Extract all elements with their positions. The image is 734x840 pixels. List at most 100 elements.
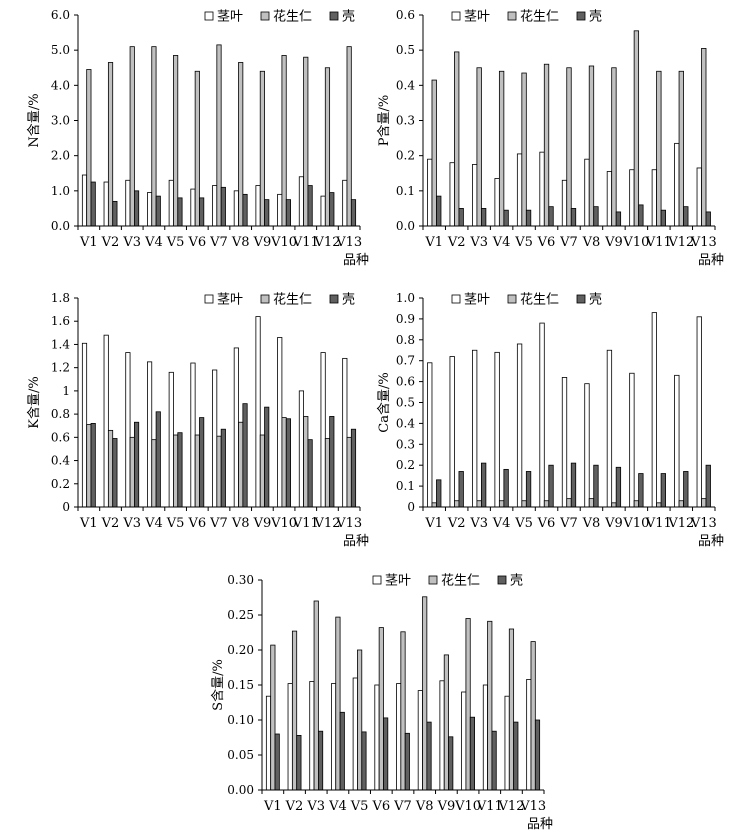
bar-ca-v5-s2 [521, 500, 527, 508]
bar-n-v5-s3 [177, 197, 183, 227]
x-tick-label-ca: V11 [645, 516, 672, 531]
bar-k-v11-s3 [307, 439, 313, 508]
y-axis-title-p: P含量/% [376, 95, 392, 146]
bar-n-v11-s3 [307, 185, 313, 227]
bar-k-v1-s3 [90, 422, 96, 508]
bar-p-v11-s2 [656, 70, 662, 227]
x-tick-label-p: V9 [604, 235, 623, 250]
x-tick-label-n: V11 [292, 235, 319, 250]
bar-k-v3-s2 [129, 436, 135, 508]
bar-ca-v7-s1 [561, 377, 568, 508]
bar-k-v4-s3 [155, 411, 161, 508]
bar-n-v5-s1 [168, 179, 174, 227]
x-tick-label-n: V3 [122, 235, 141, 250]
bar-n-v13-s2 [346, 46, 352, 227]
bar-ca-v1-s1 [427, 362, 433, 508]
bar-k-v10-s2 [281, 417, 287, 508]
bar-n-v9-s3 [264, 199, 270, 227]
bar-k-v13-s3 [350, 428, 357, 508]
bar-n-v8-s1 [233, 190, 239, 227]
y-tick-label-ca: 0.4 [396, 416, 415, 430]
legend-label-n-s1: 茎叶 [217, 10, 243, 25]
bar-n-v9-s2 [259, 70, 265, 227]
bar-n-v3-s3 [133, 190, 140, 227]
bar-p-v13-s2 [701, 48, 707, 227]
bar-k-v3-s1 [125, 352, 131, 508]
legend-label-n-s2: 花生仁 [273, 9, 312, 25]
chart-ca: 00.10.20.30.40.50.60.70.80.91.0V1 V2 V3 V4 V… [376, 291, 724, 549]
bar-k-v5-s3 [177, 432, 183, 508]
bar-ca-v1-s3 [436, 479, 442, 508]
x-tick-label-k: V7 [209, 516, 228, 531]
bar-p-v2-s2 [454, 51, 460, 227]
x-tick-label-n: V10 [270, 235, 297, 250]
x-tick-label-p: V4 [492, 235, 511, 250]
x-tick-label-k: V5 [166, 516, 185, 531]
bar-n-v11-s2 [303, 56, 309, 227]
y-tick-label-k: 1.4 [51, 337, 70, 351]
y-tick-label-k: 0.4 [51, 454, 70, 468]
y-tick-label-s: 0.05 [227, 748, 254, 762]
y-tick-label-s: 0.00 [227, 783, 254, 797]
y-axis-title-ca: Ca含量/% [376, 372, 392, 432]
x-tick-label-s: V9 [437, 799, 456, 814]
bar-s-v10-s1 [461, 691, 467, 791]
y-tick-label-k: 0.8 [51, 407, 70, 421]
x-tick-label-s: V8 [415, 799, 434, 814]
x-tick-label-ca: V2 [447, 516, 466, 531]
bar-k-v12-s2 [324, 438, 331, 508]
x-tick-label-k: V10 [270, 516, 297, 531]
y-tick-label-p: 0.6 [396, 8, 415, 22]
legend-swatch-k-s1 [204, 294, 214, 304]
bar-k-v6-s1 [190, 362, 196, 508]
bar-k-v12-s1 [320, 352, 326, 508]
y-tick-label-n: 0.0 [51, 219, 70, 233]
bar-s-v1-s2 [270, 644, 276, 791]
bar-k-v9-s1 [255, 316, 261, 508]
bar-k-v13-s1 [342, 357, 348, 508]
bar-p-v1-s2 [431, 79, 437, 227]
x-tick-label-n: V9 [253, 235, 272, 250]
bar-n-v4-s3 [155, 195, 161, 227]
x-tick-label-n: V7 [209, 235, 228, 250]
legend-label-n-s3: 壳 [342, 10, 355, 25]
bar-ca-v9-s3 [615, 466, 622, 508]
y-tick-label-n: 5.0 [51, 43, 70, 57]
bar-s-v3-s3 [317, 730, 324, 791]
bar-ca-v5-s1 [516, 343, 523, 508]
bar-p-v5-s1 [516, 153, 523, 227]
y-tick-label-s: 0.25 [227, 608, 254, 622]
legend-swatch-ca-s2 [507, 294, 517, 304]
bar-n-v2-s2 [107, 62, 114, 227]
x-tick-label-k: V9 [253, 516, 272, 531]
bar-p-v3-s1 [472, 164, 478, 227]
bar-k-v2-s1 [103, 334, 109, 508]
bar-p-v9-s3 [615, 211, 622, 227]
bar-n-v4-s1 [147, 192, 153, 227]
bar-k-v8-s2 [238, 421, 244, 508]
bar-ca-v7-s3 [570, 462, 577, 508]
bar-ca-v11-s3 [660, 473, 666, 508]
x-tick-label-p: V10 [622, 235, 649, 250]
bar-n-v7-s3 [220, 186, 226, 227]
bar-ca-v13-s3 [705, 464, 711, 508]
legend-label-ca-s1: 茎叶 [464, 293, 490, 308]
x-tick-label-p: V12 [667, 235, 694, 250]
bar-k-v4-s1 [147, 361, 153, 508]
x-tick-label-s: V10 [454, 799, 481, 814]
bar-k-v2-s2 [107, 429, 114, 508]
bar-k-v9-s2 [259, 434, 265, 508]
y-tick-label-ca: 0.5 [396, 396, 415, 410]
y-tick-label-k: 1.2 [51, 361, 70, 375]
bar-p-v6-s1 [539, 151, 545, 227]
y-tick-label-k: 0 [62, 500, 70, 514]
bar-k-v4-s2 [151, 439, 157, 508]
legend-swatch-k-s2 [260, 294, 270, 304]
bar-p-v4-s1 [494, 178, 500, 227]
chart-k: 0 0.2 0.4 0.6 0.8 1 1.2 1.4 1.6 1.8 V1 V2 V3 V4 V5 V6 V7… [26, 291, 369, 549]
x-tick-label-n: V12 [314, 235, 341, 250]
x-tick-label-s: V4 [328, 799, 347, 814]
y-tick-label-ca: 0 [407, 500, 415, 514]
bar-k-v7-s2 [216, 435, 222, 508]
bar-n-v7-s1 [212, 185, 218, 227]
